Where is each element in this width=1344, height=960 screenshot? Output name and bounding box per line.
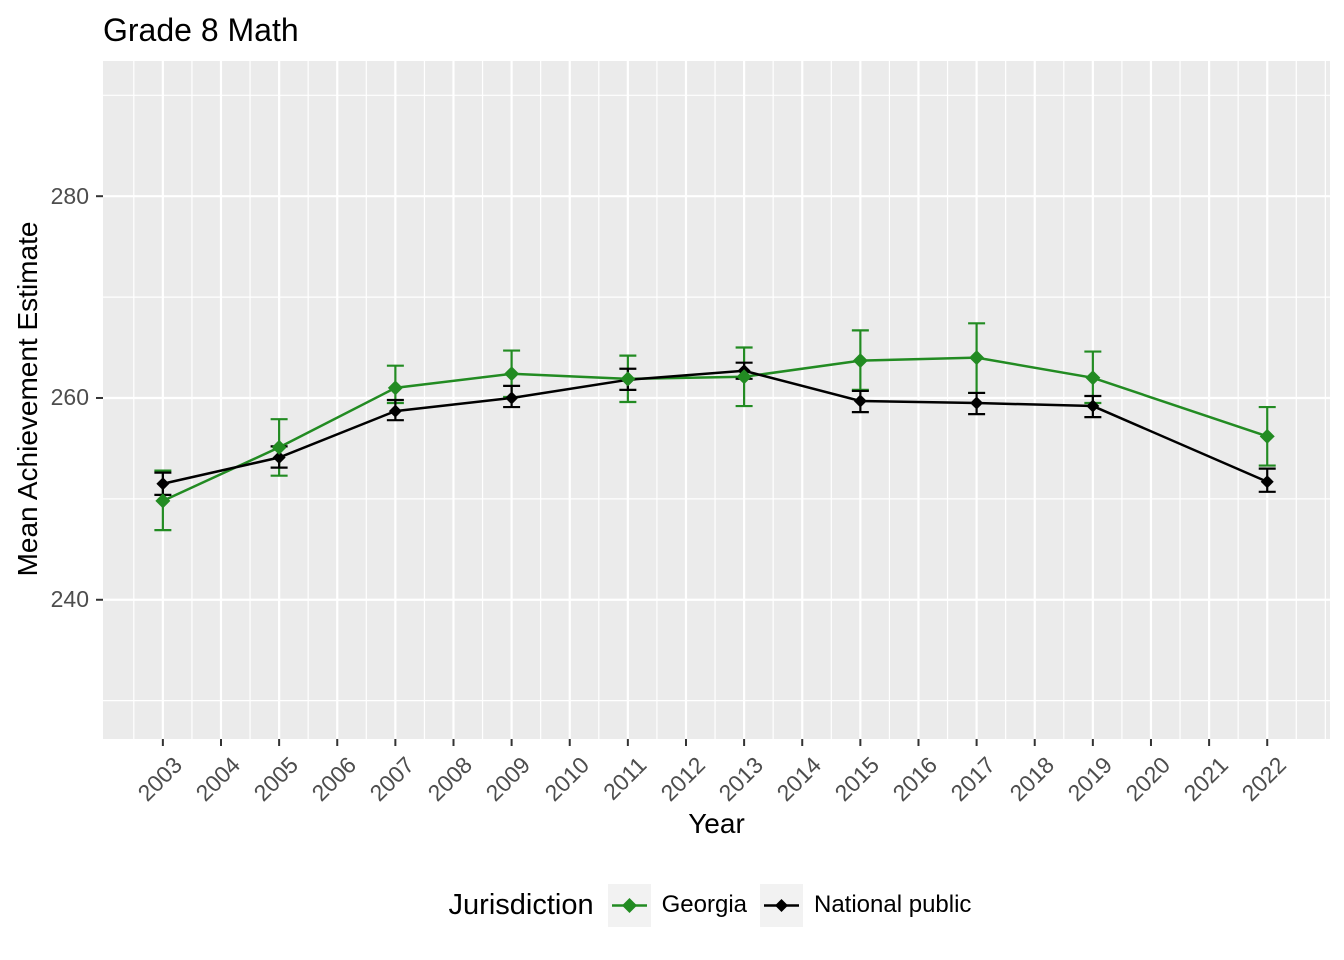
data-point-georgia: [504, 366, 520, 382]
series-line-georgia: [162, 356, 1268, 503]
georgia-line-swatch-icon: [611, 897, 647, 913]
legend-label-georgia: Georgia: [661, 891, 747, 918]
y-tick-label: 240: [50, 586, 89, 613]
legend-item-national-public: National public: [760, 883, 972, 927]
data-point-georgia: [969, 350, 985, 366]
legend-label-national-public: National public: [814, 891, 972, 918]
series-line-national-public: [162, 369, 1268, 485]
legend-title: Jurisdiction: [448, 888, 594, 921]
plot-title: Grade 8 Math: [103, 12, 299, 48]
national-public-line-swatch-icon: [764, 898, 799, 912]
data-point-national-public: [156, 477, 170, 491]
data-point-national-public: [1260, 475, 1274, 489]
data-point-national-public: [388, 404, 402, 418]
data-point-georgia: [736, 369, 752, 385]
data-point-georgia: [1085, 370, 1101, 386]
data-point-georgia: [852, 353, 868, 369]
legend-key-georgia: [607, 883, 651, 927]
legend-item-georgia: Georgia: [607, 883, 747, 927]
data-point-georgia: [620, 371, 636, 387]
data-point-georgia: [387, 380, 403, 396]
data-point-georgia: [155, 493, 171, 509]
data-point-national-public: [853, 394, 867, 408]
data-point-national-public: [1086, 399, 1100, 413]
data-point-national-public: [505, 391, 519, 405]
legend: Jurisdiction Georgia National public: [103, 882, 1330, 928]
data-point-national-public: [272, 451, 286, 465]
panel-background: [103, 61, 1330, 739]
data-point-georgia: [1259, 428, 1275, 444]
y-tick-label: 280: [50, 182, 89, 209]
data-point-national-public: [970, 396, 984, 410]
y-tick-label: 260: [50, 384, 89, 411]
x-axis-title: Year: [688, 808, 745, 839]
data-point-georgia: [271, 439, 287, 455]
legend-key-national-public: [760, 883, 803, 927]
y-axis-title: Mean Achievement Estimate: [12, 221, 43, 577]
